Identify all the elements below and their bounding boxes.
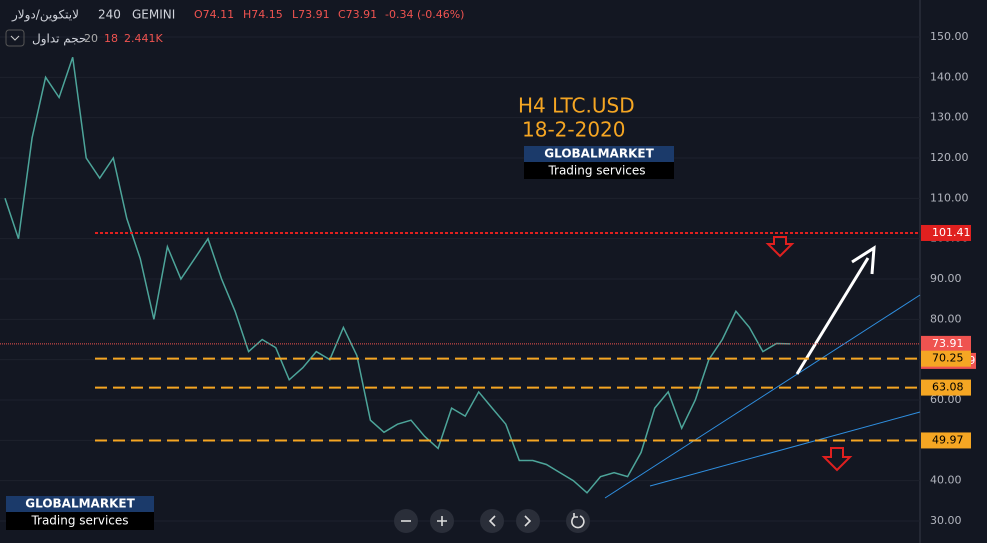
volume-period: 18 (104, 32, 118, 45)
y-tick-label: 110.00 (930, 191, 969, 204)
volume-label: حجم تداول (32, 32, 86, 47)
reset-icon (571, 513, 585, 529)
up-arrow-head (851, 245, 876, 275)
up-arrow (795, 257, 870, 375)
down-arrow (821, 447, 853, 472)
logo-sub: Trading services (30, 514, 128, 528)
logo: GLOBALMARKET (544, 147, 654, 161)
chevron (10, 35, 20, 41)
volume-value: 2.441K (124, 32, 163, 45)
exchange: GEMINI (132, 8, 175, 22)
volume-length: 20 (84, 32, 98, 45)
interval: 240 (98, 8, 121, 22)
price-line (4, 56, 791, 494)
right-icon (524, 515, 532, 527)
down-arrow (765, 236, 795, 258)
collapse-button[interactable] (5, 29, 25, 47)
reset-button[interactable] (566, 509, 590, 533)
logo-sub-box (6, 512, 154, 530)
y-tick-label: 80.00 (930, 312, 962, 325)
logo: GLOBALMARKET (25, 497, 135, 511)
ohlc-open: O74.11 (194, 8, 234, 21)
scroll-left-button[interactable] (480, 509, 504, 533)
logo-sub: Trading services (547, 164, 645, 178)
price-label: 70.25 (932, 352, 964, 365)
trend-line (604, 294, 921, 499)
price-label-box (921, 432, 971, 449)
y-tick-label: 130.00 (930, 111, 969, 124)
annotation-title: H4 LTC.USD (518, 94, 635, 118)
y-tick-label: 90.00 (930, 272, 962, 285)
scroll-right-button[interactable] (516, 509, 540, 533)
y-tick-label: 60.00 (930, 393, 962, 406)
price-label: 73.91 (932, 337, 964, 350)
ohlc-close: C73.91 (338, 8, 377, 21)
ohlc-low: L73.91 (292, 8, 330, 21)
logo-sub-box (524, 162, 674, 179)
y-tick-label: 150.00 (930, 30, 969, 43)
price-label-box (921, 335, 971, 352)
price-label-box (921, 224, 971, 241)
symbol: لايتكوين/دولار (11, 8, 79, 23)
trend-line (649, 411, 921, 487)
price-label: 49.97 (932, 433, 964, 446)
logo-box (6, 496, 154, 512)
price-label: 63.08 (932, 381, 964, 394)
price-label: 101.41 (932, 226, 971, 239)
logo-box (524, 146, 674, 162)
annotation-date: 18-2-2020 (522, 118, 626, 142)
price-label-box (921, 350, 971, 367)
price-label-box (921, 379, 971, 396)
y-tick-label: 120.00 (930, 151, 969, 164)
y-tick-label: 140.00 (930, 70, 969, 83)
left-icon (488, 515, 496, 527)
y-tick-label: 30.00 (930, 514, 962, 527)
plus-icon (437, 516, 447, 526)
y-tick-label: 40.00 (930, 474, 962, 487)
ohlc-high: H74.15 (243, 8, 283, 21)
ohlc-change: -0.34 (-0.46%) (385, 8, 464, 21)
